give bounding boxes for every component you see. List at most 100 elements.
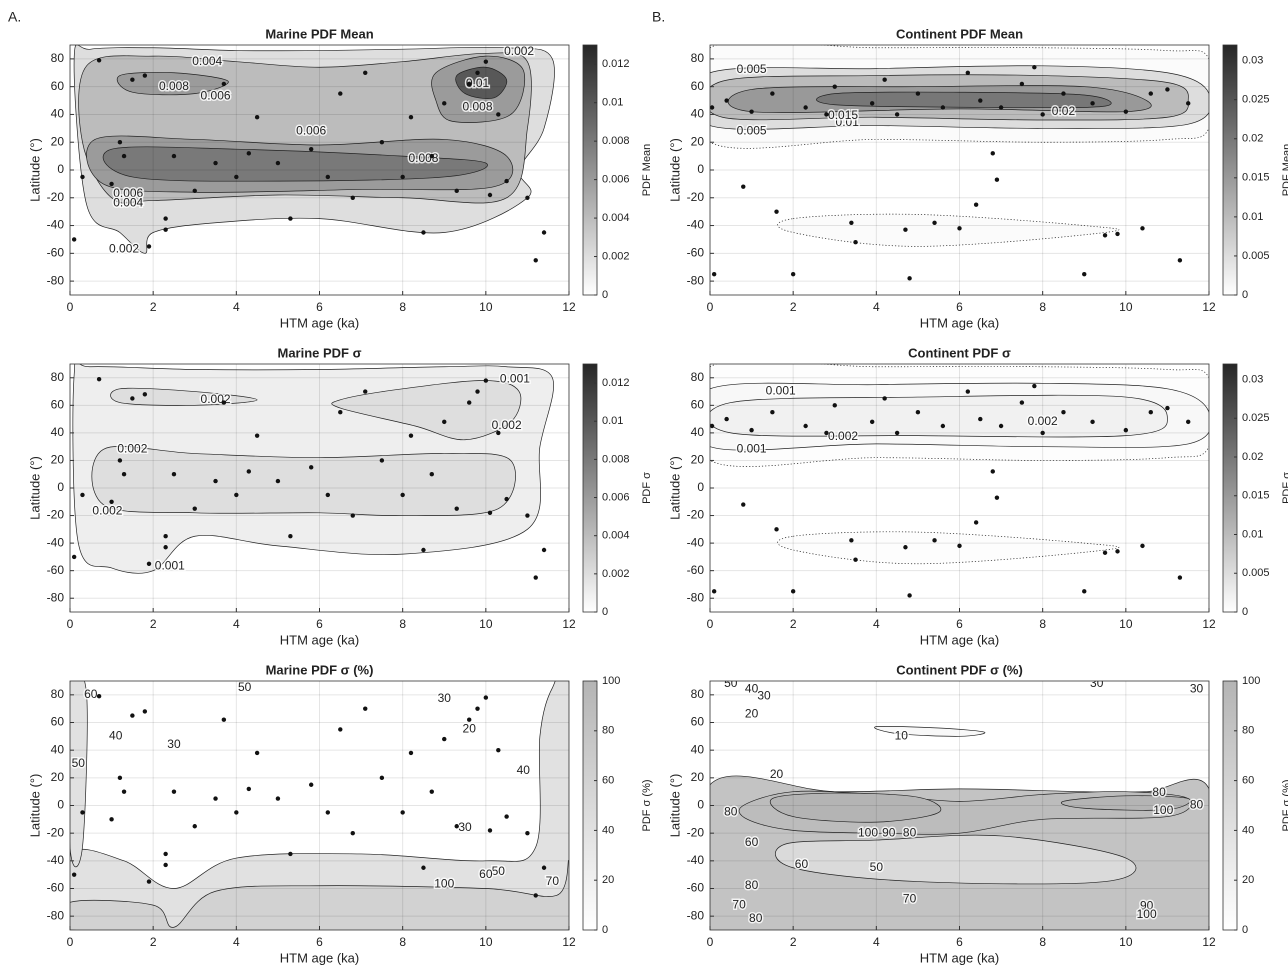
contour (91, 445, 516, 517)
data-point (454, 824, 459, 829)
plot-content: 0.005 0.005 0.010.015 0.02 (710, 45, 1209, 295)
x-axis-label: HTM age (ka) (280, 632, 359, 647)
data-point (350, 513, 355, 518)
contour-label: 100 (434, 877, 454, 891)
data-point (213, 160, 218, 166)
data-point (254, 433, 260, 438)
chart-title: Continent PDF σ (%) (896, 662, 1023, 677)
data-point (994, 495, 1000, 500)
x-tick-label: 12 (1202, 935, 1216, 949)
data-point (71, 554, 77, 560)
data-point (541, 230, 547, 235)
x-tick-label: 12 (562, 300, 576, 314)
contour-label: 20 (770, 767, 784, 781)
data-point (774, 209, 779, 214)
data-point (1148, 91, 1153, 96)
colorbar-tick-label: 80 (602, 725, 614, 737)
colorbar-tick-label: 100 (602, 675, 620, 687)
data-point (724, 98, 729, 103)
contour (116, 72, 229, 96)
y-tick-label: -80 (47, 590, 65, 604)
data-point (1140, 226, 1145, 231)
contour-label: 30 (458, 820, 472, 834)
contour-label: 100 (1137, 907, 1157, 921)
x-tick-label: 12 (562, 935, 576, 949)
y-tick-label: -60 (47, 881, 65, 895)
y-axis-label: Latitude (°) (27, 774, 42, 838)
y-tick-label: 80 (51, 687, 65, 701)
data-point (213, 796, 218, 801)
data-point (275, 478, 281, 484)
data-point (308, 782, 314, 787)
y-tick-label: 80 (691, 687, 705, 701)
data-point (117, 458, 123, 463)
data-point (142, 392, 148, 397)
x-tick-label: 6 (956, 617, 963, 631)
data-point (803, 423, 808, 429)
contour-label: 0.002 (92, 504, 122, 518)
contour (70, 681, 569, 930)
y-tick-label: 20 (691, 453, 705, 467)
colorbar-tick-label: 0.006 (602, 174, 630, 186)
contour-label: 60 (745, 835, 759, 849)
x-axis-label: HTM age (ka) (920, 950, 999, 965)
contour-label: 50 (238, 680, 252, 694)
data-point (541, 865, 547, 870)
data-point (973, 520, 979, 525)
colorbar-tick-label: 0.01 (1242, 528, 1263, 540)
contour-label: 0.002 (117, 442, 147, 456)
colorbar-tick-label: 0.01 (602, 97, 623, 109)
data-point (774, 527, 779, 532)
data-point (710, 105, 715, 110)
data-point (1165, 405, 1170, 411)
contour-label: 0.008 (463, 100, 493, 114)
panel: 0.0040.0080.0060.0060.0080.0020.010.0080… (27, 26, 652, 330)
x-tick-label: 12 (1202, 617, 1216, 631)
contour (710, 394, 1168, 438)
contour-label: 40 (745, 681, 759, 695)
colorbar-label: PDF σ (641, 472, 653, 504)
data-point (288, 216, 293, 221)
colorbar-tick-label: 20 (602, 874, 614, 886)
data-point (504, 178, 509, 184)
data-point (894, 112, 900, 117)
x-tick-label: 0 (67, 617, 74, 631)
contour-label: 60 (795, 857, 809, 871)
data-point (246, 151, 252, 156)
data-point (790, 589, 796, 594)
data-point (749, 427, 754, 433)
x-tick-label: 12 (1202, 300, 1216, 314)
data-point (957, 543, 962, 549)
data-point (525, 195, 530, 200)
data-point (1090, 419, 1095, 425)
colorbar-tick-label: 100 (1242, 675, 1260, 687)
x-tick-label: 0 (707, 935, 714, 949)
data-point (363, 389, 368, 394)
data-point (80, 810, 85, 815)
colorbar-tick-label: 80 (1242, 725, 1254, 737)
colorbar-tick-label: 40 (1242, 824, 1254, 836)
contour-label: 0.004 (113, 196, 143, 210)
data-point (1115, 549, 1120, 554)
y-tick-label: 80 (691, 370, 705, 384)
data-point (475, 389, 480, 394)
data-point (246, 786, 252, 792)
y-tick-label: 0 (57, 162, 64, 176)
data-point (1082, 271, 1087, 277)
x-tick-label: 6 (956, 300, 963, 314)
colorbar (582, 44, 598, 296)
data-point (525, 513, 530, 518)
data-point (1123, 109, 1129, 114)
colorbar-tick-label: 0.025 (1242, 94, 1270, 106)
data-point (71, 237, 77, 242)
data-point (421, 865, 426, 870)
y-tick-label: -20 (47, 825, 65, 839)
data-point (454, 188, 459, 194)
data-point (163, 862, 168, 868)
data-point (221, 400, 227, 405)
y-tick-label: 60 (51, 398, 65, 412)
data-point (711, 589, 717, 594)
y-tick-label: -80 (687, 273, 705, 287)
data-point (308, 465, 314, 470)
